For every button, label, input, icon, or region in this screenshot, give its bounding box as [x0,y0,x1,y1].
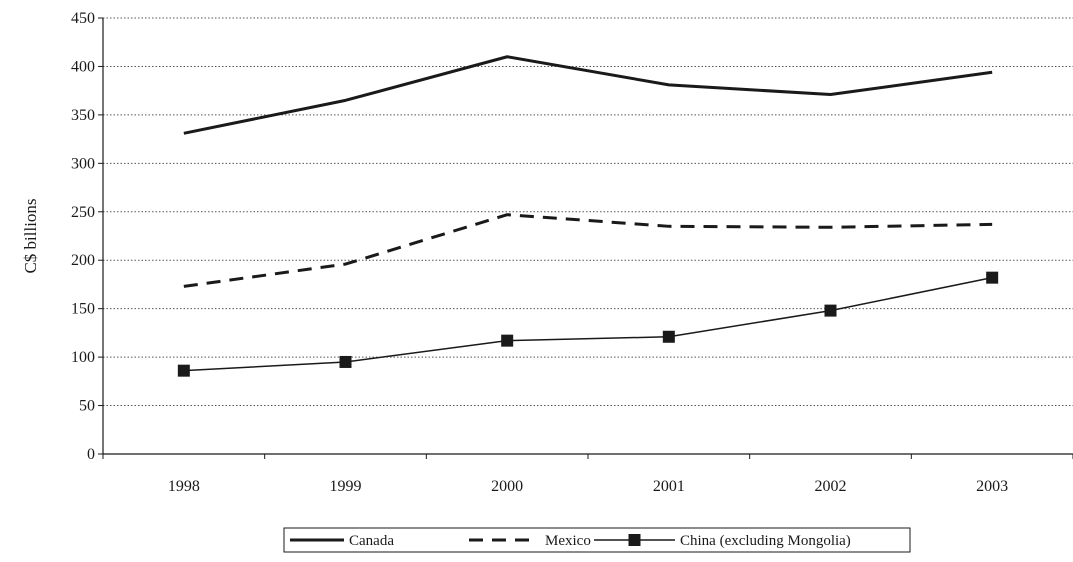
y-tick-label: 0 [87,446,95,463]
legend-label: Mexico [545,533,591,549]
x-tick-label: 1999 [330,478,362,495]
data-point-marker [501,334,514,347]
legend-label: China (excluding Mongolia) [680,533,851,549]
series-line-0 [183,55,993,135]
data-point-marker [339,355,352,368]
x-tick-label: 2003 [976,478,1008,495]
y-tick-label: 150 [71,301,95,318]
x-tick-label: 2002 [815,478,847,495]
y-tick-label: 400 [71,58,95,75]
y-tick-label: 100 [71,349,95,366]
x-tick-label: 2000 [491,478,523,495]
series-lines [177,55,999,377]
series-line-2 [183,276,993,372]
legend-marker [628,534,641,546]
series-line-1 [183,213,993,288]
data-point-marker [824,304,837,317]
data-point-marker [662,330,675,343]
axes [98,17,1073,459]
legend: Canada Mexico China (excluding Mongolia) [283,527,911,553]
y-tick-label: 450 [71,10,95,27]
y-axis-label: C$ billions [21,198,40,273]
y-tick-label: 50 [79,398,95,415]
tick-labels: 0 50 100 150 200 250 300 350 400 450 1998 1999 2000 2… [71,10,1008,495]
y-tick-label: 300 [71,155,95,172]
y-tick-label: 350 [71,107,95,124]
x-tick-label: 2001 [653,478,685,495]
gridlines [103,17,1073,407]
legend-label: Canada [349,533,394,549]
y-tick-label: 200 [71,252,95,269]
x-tick-label: 1998 [168,478,200,495]
y-tick-label: 250 [71,204,95,221]
data-point-marker [177,364,190,377]
data-point-marker [986,271,999,284]
